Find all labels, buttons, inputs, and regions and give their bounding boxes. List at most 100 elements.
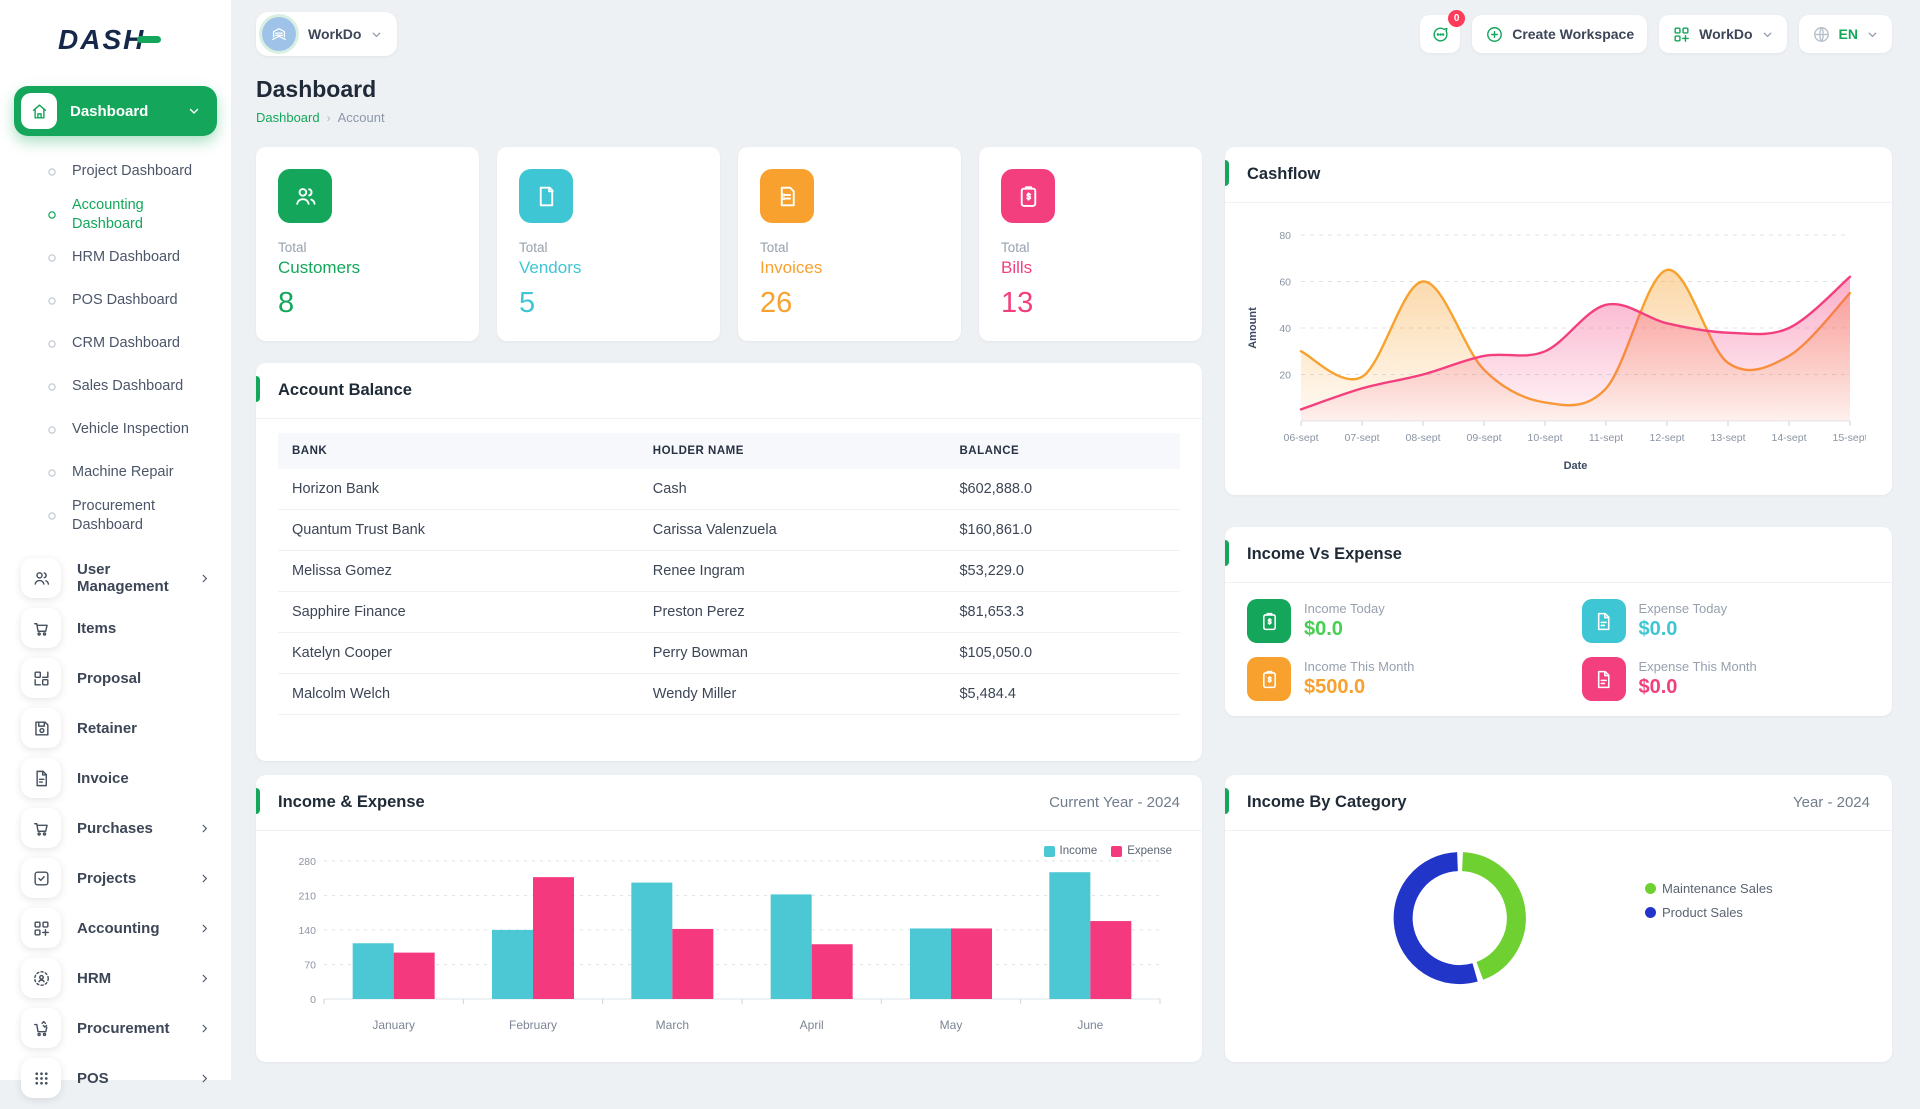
sidebar-item-procurement-dashboard[interactable]: Procurement Dashboard <box>0 494 231 537</box>
chevron-right-icon <box>198 922 211 935</box>
breadcrumb-dashboard-link[interactable]: Dashboard <box>256 110 320 125</box>
table-cell: $5,484.4 <box>945 674 1180 715</box>
sidebar-item-retainer[interactable]: Retainer <box>0 703 231 753</box>
messages-button[interactable]: 0 <box>1420 15 1460 53</box>
table-column-header: HOLDER NAME <box>639 433 946 469</box>
workspace-label: WorkDo <box>308 26 361 42</box>
sidebar-item-purchases[interactable]: Purchases <box>0 803 231 853</box>
circle-icon <box>47 382 57 392</box>
table-cell: Preston Perez <box>639 592 946 633</box>
legend-item-maintenance-sales: Maintenance Sales <box>1645 881 1773 896</box>
svg-text:09-sept: 09-sept <box>1466 432 1501 444</box>
circle-icon <box>47 468 57 478</box>
sidebar-item-project-dashboard[interactable]: Project Dashboard <box>0 150 231 193</box>
sidebar-item-invoice[interactable]: Invoice <box>0 753 231 803</box>
create-workspace-button[interactable]: Create Workspace <box>1472 15 1647 53</box>
chevron-right-icon <box>198 972 211 985</box>
workspace-switcher[interactable]: WorkDo <box>256 12 397 56</box>
svg-text:Amount: Amount <box>1247 307 1259 349</box>
sidebar-item-hrm[interactable]: HRM <box>0 953 231 1003</box>
svg-text:13-sept: 13-sept <box>1710 432 1745 444</box>
svg-text:10-sept: 10-sept <box>1527 432 1562 444</box>
svg-text:280: 280 <box>298 856 316 868</box>
sidebar-item-items[interactable]: Items <box>0 603 231 653</box>
chat-icon <box>1431 25 1450 44</box>
svg-text:Date: Date <box>1564 460 1588 472</box>
chevron-down-icon <box>1866 28 1879 41</box>
cashflow-title: Cashflow <box>1247 165 1320 184</box>
table-cell: $105,050.0 <box>945 633 1180 674</box>
main-area: WorkDo 0 Create Workspace <box>232 0 1920 1080</box>
income-by-category-header: Income By Category Year - 2024 <box>1225 775 1892 831</box>
sidebar-item-vehicle-inspection[interactable]: Vehicle Inspection <box>0 408 231 451</box>
breadcrumb-separator-icon: › <box>327 111 331 125</box>
sidebar-item-hrm-dashboard[interactable]: HRM Dashboard <box>0 236 231 279</box>
sidebar-item-crm-dashboard[interactable]: CRM Dashboard <box>0 322 231 365</box>
sidebar-item-user-management[interactable]: User Management <box>0 553 231 603</box>
sidebar-item-sales-dashboard[interactable]: Sales Dashboard <box>0 365 231 408</box>
table-cell: Wendy Miller <box>639 674 946 715</box>
sidebar-item-label: Accounting <box>77 920 198 937</box>
chevron-down-icon <box>187 104 201 118</box>
sidebar-item-label: Project Dashboard <box>72 162 192 181</box>
income-vs-expense-header: Income Vs Expense <box>1225 527 1892 583</box>
table-cell: Quantum Trust Bank <box>278 510 639 551</box>
sidebar-item-projects[interactable]: Projects <box>0 853 231 903</box>
sidebar-item-accounting-dashboard[interactable]: Accounting Dashboard <box>0 193 231 236</box>
sidebar-item-dashboard[interactable]: Dashboard <box>14 86 217 136</box>
table-cell: Sapphire Finance <box>278 592 639 633</box>
sidebar-item-accounting[interactable]: Accounting <box>0 903 231 953</box>
topbar-actions: 0 Create Workspace WorkDo <box>1420 15 1892 53</box>
sidebar-item-pos-dashboard[interactable]: POS Dashboard <box>0 279 231 322</box>
file-text-icon <box>1582 599 1626 643</box>
messages-badge: 0 <box>1448 10 1465 27</box>
sidebar-item-proposal[interactable]: Proposal <box>0 653 231 703</box>
chevron-right-icon <box>198 822 211 835</box>
account-balance-header: Account Balance <box>256 363 1202 419</box>
language-selector[interactable]: EN <box>1799 15 1892 53</box>
sidebar-item-machine-repair[interactable]: Machine Repair <box>0 451 231 494</box>
table-cell: Perry Bowman <box>639 633 946 674</box>
svg-text:January: January <box>372 1018 415 1032</box>
create-workspace-label: Create Workspace <box>1512 26 1634 42</box>
clipboard-dollar-icon <box>1247 599 1291 643</box>
sidebar-item-label: Accounting Dashboard <box>72 196 213 234</box>
sidebar-item-pos[interactable]: POS <box>0 1053 231 1103</box>
ive-stat-income-today: Income Today$0.0 <box>1247 599 1536 643</box>
ive-stat-value: $0.0 <box>1639 618 1728 641</box>
chevron-right-icon <box>198 1022 211 1035</box>
sidebar-item-label: Items <box>77 620 211 637</box>
table-cell: Carissa Valenzuela <box>639 510 946 551</box>
svg-text:80: 80 <box>1279 230 1291 242</box>
sidebar-item-label: Purchases <box>77 820 198 837</box>
legend-item-expense: Expense <box>1111 845 1172 857</box>
sidebar-item-procurement[interactable]: Procurement <box>0 1003 231 1053</box>
workdo-menu-button[interactable]: WorkDo <box>1659 15 1786 53</box>
table-cell: Malcolm Welch <box>278 674 639 715</box>
dots-grid-icon <box>21 1058 61 1098</box>
ive-stat-expense-today: Expense Today$0.0 <box>1582 599 1871 643</box>
circle-icon <box>47 210 57 220</box>
table-cell: Cash <box>639 469 946 510</box>
income-by-category-title: Income By Category <box>1247 793 1407 812</box>
chevron-down-icon <box>1761 28 1774 41</box>
svg-text:12-sept: 12-sept <box>1649 432 1684 444</box>
person-badge-icon <box>21 958 61 998</box>
income-expense-header: Income & Expense Current Year - 2024 <box>256 775 1202 831</box>
stat-value: 13 <box>1001 287 1180 320</box>
svg-text:210: 210 <box>298 890 316 902</box>
cart-arrows-icon <box>21 1008 61 1048</box>
plus-circle-icon <box>1485 25 1504 44</box>
svg-text:07-sept: 07-sept <box>1344 432 1379 444</box>
svg-text:06-sept: 06-sept <box>1283 432 1318 444</box>
circle-icon <box>47 253 57 263</box>
chevron-right-icon <box>198 872 211 885</box>
svg-text:40: 40 <box>1279 323 1291 335</box>
sidebar-item-label: Proposal <box>77 670 211 687</box>
